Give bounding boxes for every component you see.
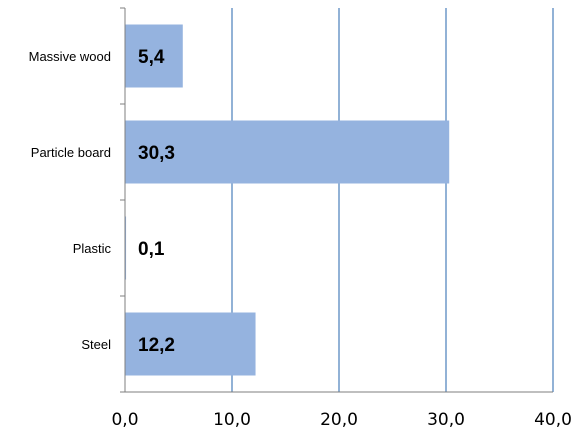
axes — [120, 7, 553, 393]
category-label: Plastic — [73, 241, 112, 256]
category-labels: Massive wood Particle board Plastic Steel — [29, 49, 112, 352]
bar — [125, 216, 127, 280]
data-label: 0,1 — [138, 239, 165, 260]
x-tick-labels: 0,0 10,0 20,0 30,0 40,0 — [111, 410, 571, 430]
bars — [125, 24, 450, 376]
data-labels: 5,4 30,3 0,1 12,2 — [138, 47, 175, 356]
bar — [125, 24, 183, 88]
category-label: Steel — [81, 337, 111, 352]
gridlines — [231, 8, 554, 392]
x-tick-label: 40,0 — [534, 410, 572, 430]
bar — [125, 120, 450, 184]
x-tick-label: 30,0 — [427, 410, 465, 430]
category-label: Massive wood — [29, 49, 111, 64]
bar — [125, 312, 256, 376]
x-tick-label: 0,0 — [111, 410, 138, 430]
category-label: Particle board — [31, 145, 111, 160]
data-label: 5,4 — [138, 47, 165, 68]
data-label: 30,3 — [138, 143, 175, 164]
data-label: 12,2 — [138, 335, 175, 356]
x-tick-label: 10,0 — [213, 410, 251, 430]
x-tick-label: 20,0 — [320, 410, 358, 430]
